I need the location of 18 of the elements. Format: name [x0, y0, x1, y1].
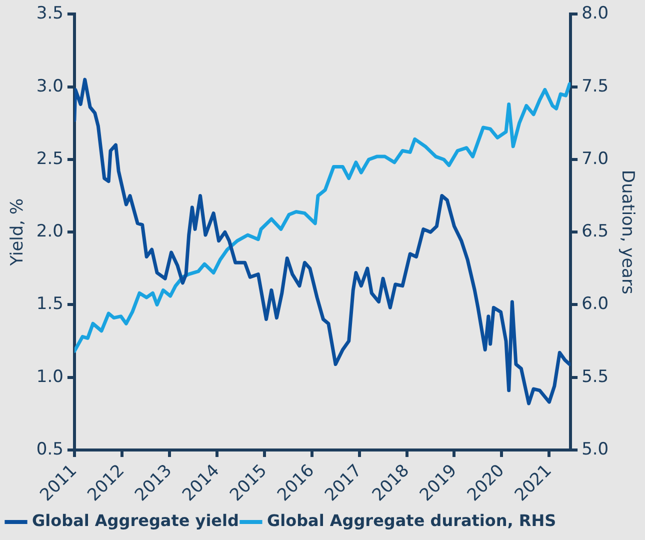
- y-tick-label: 0.5: [36, 439, 64, 460]
- y-tick-label: 3.0: [36, 76, 64, 96]
- y-tick-label: 2.5: [36, 148, 64, 169]
- y2-tick-label: 6.5: [582, 222, 609, 242]
- y-tick-label: 1.0: [36, 366, 64, 387]
- y2-tick-label: 6.0: [582, 294, 609, 314]
- legend-label: Global Aggregate yield: [32, 511, 239, 530]
- y-tick-label: 1.5: [36, 294, 64, 314]
- y-tick-label: 2.0: [36, 222, 64, 242]
- y-axis-title: Yield, %: [8, 198, 28, 267]
- y2-axis-title: Duation, years: [617, 170, 638, 294]
- y2-tick-label: 7.0: [582, 148, 609, 169]
- legend-label: Global Aggregate duration, RHS: [266, 511, 556, 530]
- y-tick-label: 3.5: [36, 4, 64, 24]
- y2-tick-label: 8.0: [582, 4, 609, 24]
- y2-tick-label: 5.5: [582, 366, 609, 387]
- y2-tick-label: 7.5: [582, 76, 609, 96]
- y2-tick-label: 5.0: [582, 439, 609, 460]
